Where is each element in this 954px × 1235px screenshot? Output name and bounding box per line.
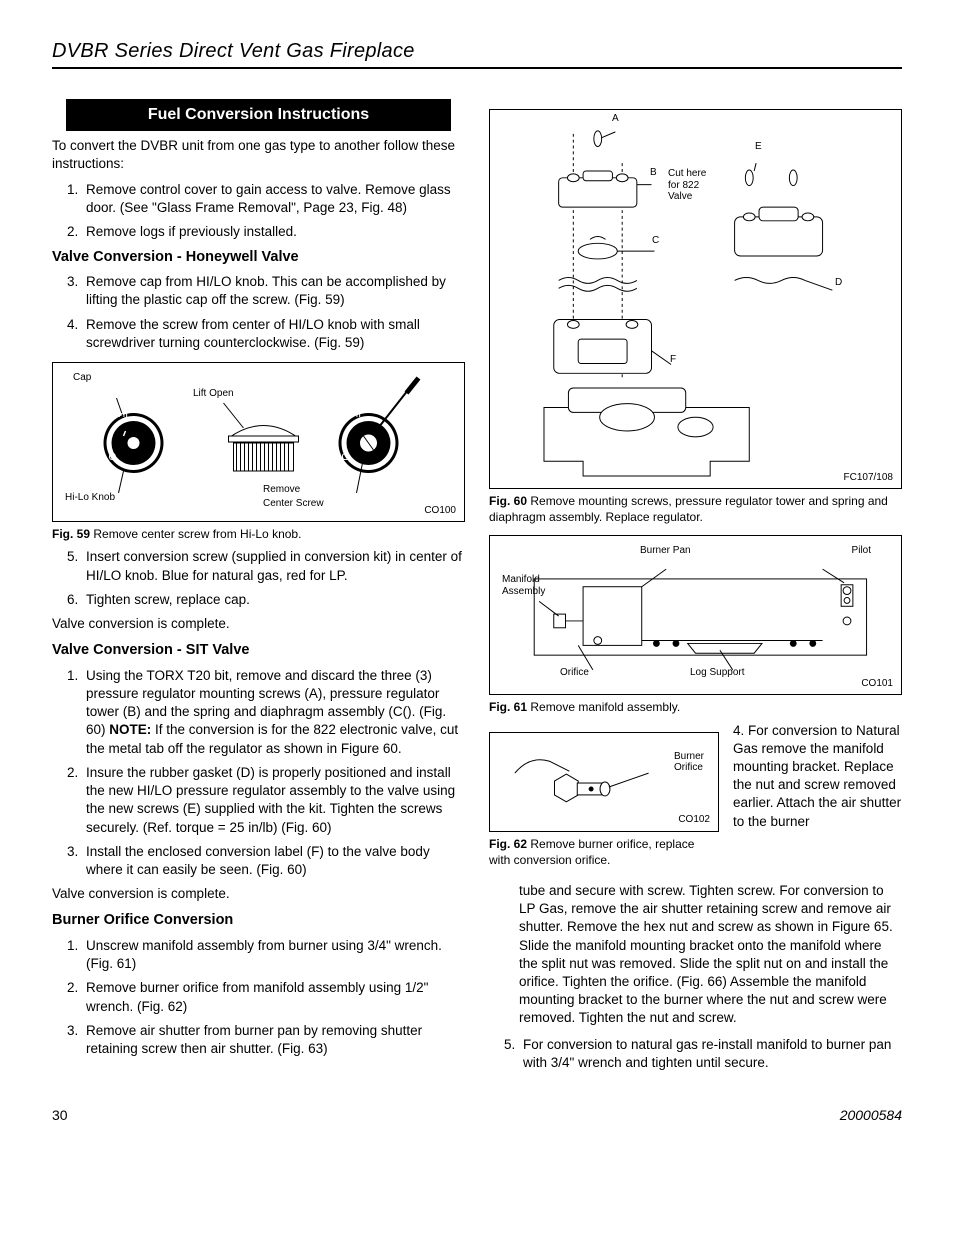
list-item: Unscrew manifold assembly from burner us… xyxy=(82,937,465,973)
figure-id: FC107/108 xyxy=(844,471,893,485)
list-item: Remove cap from HI/LO knob. This can be … xyxy=(82,273,465,309)
page-number: 30 xyxy=(52,1106,68,1125)
label-d: D xyxy=(835,276,842,290)
label-orifice: Orifice xyxy=(560,666,589,680)
list-item: Remove burner orifice from manifold asse… xyxy=(82,979,465,1015)
label-cap: Cap xyxy=(73,371,91,385)
label-lo-2: LO xyxy=(336,451,349,465)
left-column: Fuel Conversion Instructions To convert … xyxy=(52,99,465,1078)
figure-id: CO100 xyxy=(424,504,456,518)
burner-heading: Burner Orifice Conversion xyxy=(52,911,465,931)
sit-steps: Using the TORX T20 bit, remove and disca… xyxy=(52,667,465,879)
label-hi: HI xyxy=(118,408,128,422)
label-hilo-knob: Hi-Lo Knob xyxy=(65,491,115,505)
honeywell-heading: Valve Conversion - Honeywell Valve xyxy=(52,248,465,268)
list-item: Using the TORX T20 bit, remove and disca… xyxy=(82,667,465,758)
figure-59: Cap HI LO Lift Open HI LO Hi-Lo Knob Rem… xyxy=(52,362,465,522)
list-item: Remove control cover to gain access to v… xyxy=(82,181,465,217)
sit-complete: Valve conversion is complete. xyxy=(52,885,465,903)
list-item: Remove logs if previously installed. xyxy=(82,223,465,241)
label-lo: LO xyxy=(103,451,116,465)
label-pilot: Pilot xyxy=(852,544,871,558)
figure-62: Burner Orifice CO102 xyxy=(489,732,719,832)
intro-steps: Remove control cover to gain access to v… xyxy=(52,181,465,242)
fig59-caption: Fig. 59 Remove center screw from Hi-Lo k… xyxy=(52,526,465,542)
step4-aside: 4. For conversion to Natural Gas remove … xyxy=(733,722,902,831)
step4-continuation: tube and secure with screw. Tighten scre… xyxy=(489,882,902,1028)
label-hi-2: HI xyxy=(351,408,361,422)
label-burner-orifice: Burner Orifice xyxy=(674,751,704,774)
list-item: Insure the rubber gasket (D) is properly… xyxy=(82,764,465,837)
right-column: A B Cut here for 822 Valve C D E F FC107… xyxy=(489,99,902,1078)
label-lift-open: Lift Open xyxy=(193,387,234,401)
fig62-caption: Fig. 62 Remove burner orifice, replace w… xyxy=(489,836,719,868)
label-remove-center: Remove Center Screw xyxy=(263,483,324,510)
fig60-caption: Fig. 60 Remove mounting screws, pressure… xyxy=(489,493,902,525)
label-f: F xyxy=(670,353,676,367)
label-cut: Cut here for 822 Valve xyxy=(668,168,706,203)
label-manifold: Manifold Assembly xyxy=(502,574,545,597)
list-item: Tighten screw, replace cap. xyxy=(82,591,465,609)
label-log-support: Log Support xyxy=(690,666,745,680)
page-title: DVBR Series Direct Vent Gas Fireplace xyxy=(52,40,415,62)
honeywell-complete: Valve conversion is complete. xyxy=(52,615,465,633)
label-burner-pan: Burner Pan xyxy=(640,544,691,558)
list-item: Remove the screw from center of HI/LO kn… xyxy=(82,316,465,352)
list-item: For conversion to natural gas re-install… xyxy=(519,1036,902,1072)
figure-60: A B Cut here for 822 Valve C D E F FC107… xyxy=(489,109,902,489)
figure-id: CO101 xyxy=(861,677,893,691)
label-e: E xyxy=(755,140,762,154)
list-item: Insert conversion screw (supplied in con… xyxy=(82,548,465,584)
figure-id: CO102 xyxy=(678,813,710,827)
figure-61: Burner Pan Pilot Manifold Assembly Orifi… xyxy=(489,535,902,695)
label-c: C xyxy=(652,234,659,248)
right-step5: For conversion to natural gas re-install… xyxy=(489,1036,902,1072)
doc-number: 20000584 xyxy=(840,1106,902,1125)
sit-heading: Valve Conversion - SIT Valve xyxy=(52,641,465,661)
list-item: Install the enclosed conversion label (F… xyxy=(82,843,465,879)
burner-steps: Unscrew manifold assembly from burner us… xyxy=(52,937,465,1058)
honeywell-steps: Remove cap from HI/LO knob. This can be … xyxy=(52,273,465,352)
honeywell-steps-after: Insert conversion screw (supplied in con… xyxy=(52,548,465,609)
section-banner: Fuel Conversion Instructions xyxy=(66,99,451,131)
list-item: Remove air shutter from burner pan by re… xyxy=(82,1022,465,1058)
label-b: B xyxy=(650,166,657,180)
label-a: A xyxy=(612,112,619,126)
intro-text: To convert the DVBR unit from one gas ty… xyxy=(52,137,465,173)
fig61-caption: Fig. 61 Remove manifold assembly. xyxy=(489,699,902,715)
